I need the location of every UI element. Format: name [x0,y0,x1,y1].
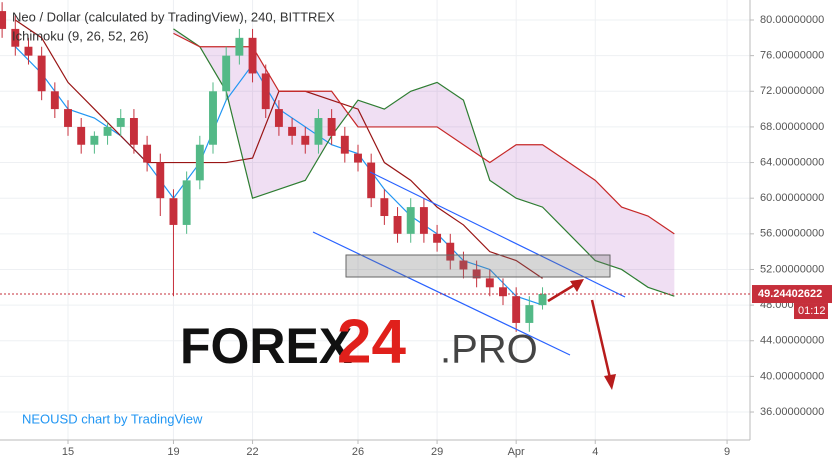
candle-body [512,296,521,323]
x-tick-label: 22 [246,446,258,458]
candle-body [288,126,297,136]
candle-body [77,126,86,145]
y-tick-label: 44.00000000 [760,335,824,347]
watermark: NEOUSD chart by TradingView [22,411,203,426]
x-tick-label: 29 [431,446,443,458]
candle-body [406,207,415,234]
candle-body [11,28,20,47]
logo-main: FOREX [180,318,352,374]
y-tick-label: 76.00000000 [760,50,824,62]
y-tick-label: 56.00000000 [760,228,824,240]
ichimoku-line [173,28,675,297]
y-tick-label: 60.00000000 [760,192,824,204]
candle-body [274,109,283,127]
chart-subtitle: Ichimoku (9, 26, 52, 26) [12,28,149,43]
candle-body [261,73,270,110]
arrow-head [604,374,616,390]
candle-body [446,242,455,261]
candle-body [37,55,46,92]
candle-body [195,144,204,181]
countdown-tag [794,303,828,320]
x-tick-label: 15 [62,446,74,458]
channel-upper [369,171,626,298]
candle-body [459,260,468,270]
logo: FOREX 24 .PRO [180,307,538,376]
candle-body [499,287,507,297]
last-price-label: 49.24402622 [758,288,822,300]
price-tag [752,285,832,304]
candle-body [354,153,362,163]
arrow-up [547,282,577,303]
logo-number: 24 [337,307,406,376]
candle-body [116,118,125,127]
candle-body [301,135,310,145]
candle-body [538,294,547,306]
y-tick-label: 64.00000000 [760,156,824,168]
x-tick-label: Apr [508,446,525,458]
annotations [312,171,626,390]
candle-body [525,305,534,323]
y-tick-label: 52.00000000 [760,263,824,275]
cloud-fill [173,28,675,297]
ichimoku-lines [14,19,675,306]
candle-body [90,135,99,145]
candle-body [0,11,7,29]
arrow-down [590,299,612,379]
y-tick-label: 72.00000000 [760,85,824,97]
candle-body [169,198,178,225]
y-tick-label: 80.00000000 [760,14,824,26]
candle-body [209,91,217,145]
arrow-head [570,279,584,292]
candle-body [222,55,231,92]
candle-body [393,216,402,234]
y-tick-label: 36.00000000 [760,406,824,418]
candle-body [129,118,138,145]
y-tick-label: 40.00000000 [760,370,824,382]
countdown-label: 01:12 [798,305,826,317]
chart-title: Neo / Dollar (calculated by TradingView)… [12,9,335,24]
candle-body [64,109,72,127]
candle-body [24,46,33,56]
candle-body [182,180,191,225]
ichimoku-line [173,32,675,235]
candle-body [472,269,481,279]
candle-body [50,91,59,110]
candle-body [314,118,323,145]
candles [0,2,547,332]
resistance-zone [345,254,611,278]
ichimoku-cloud [173,28,675,297]
candle-body [327,118,336,136]
x-tick-label: 26 [352,446,364,458]
x-tick-label: 19 [167,446,179,458]
candle-body [235,37,244,56]
candle-body [103,126,112,136]
candle-body [433,233,442,243]
candle-body [143,144,152,163]
x-tick-label: 9 [724,446,730,458]
candle-body [340,135,349,154]
candle-body [248,37,257,74]
logo-suffix: .PRO [440,328,538,372]
y-tick-label: 68.00000000 [760,121,824,133]
candle-body [380,198,389,217]
candle-body [156,162,165,199]
x-tick-label: 4 [592,446,598,458]
candle-body [485,278,494,288]
candle-body [367,162,376,199]
channel-lower [312,231,571,356]
candle-body [419,207,428,234]
